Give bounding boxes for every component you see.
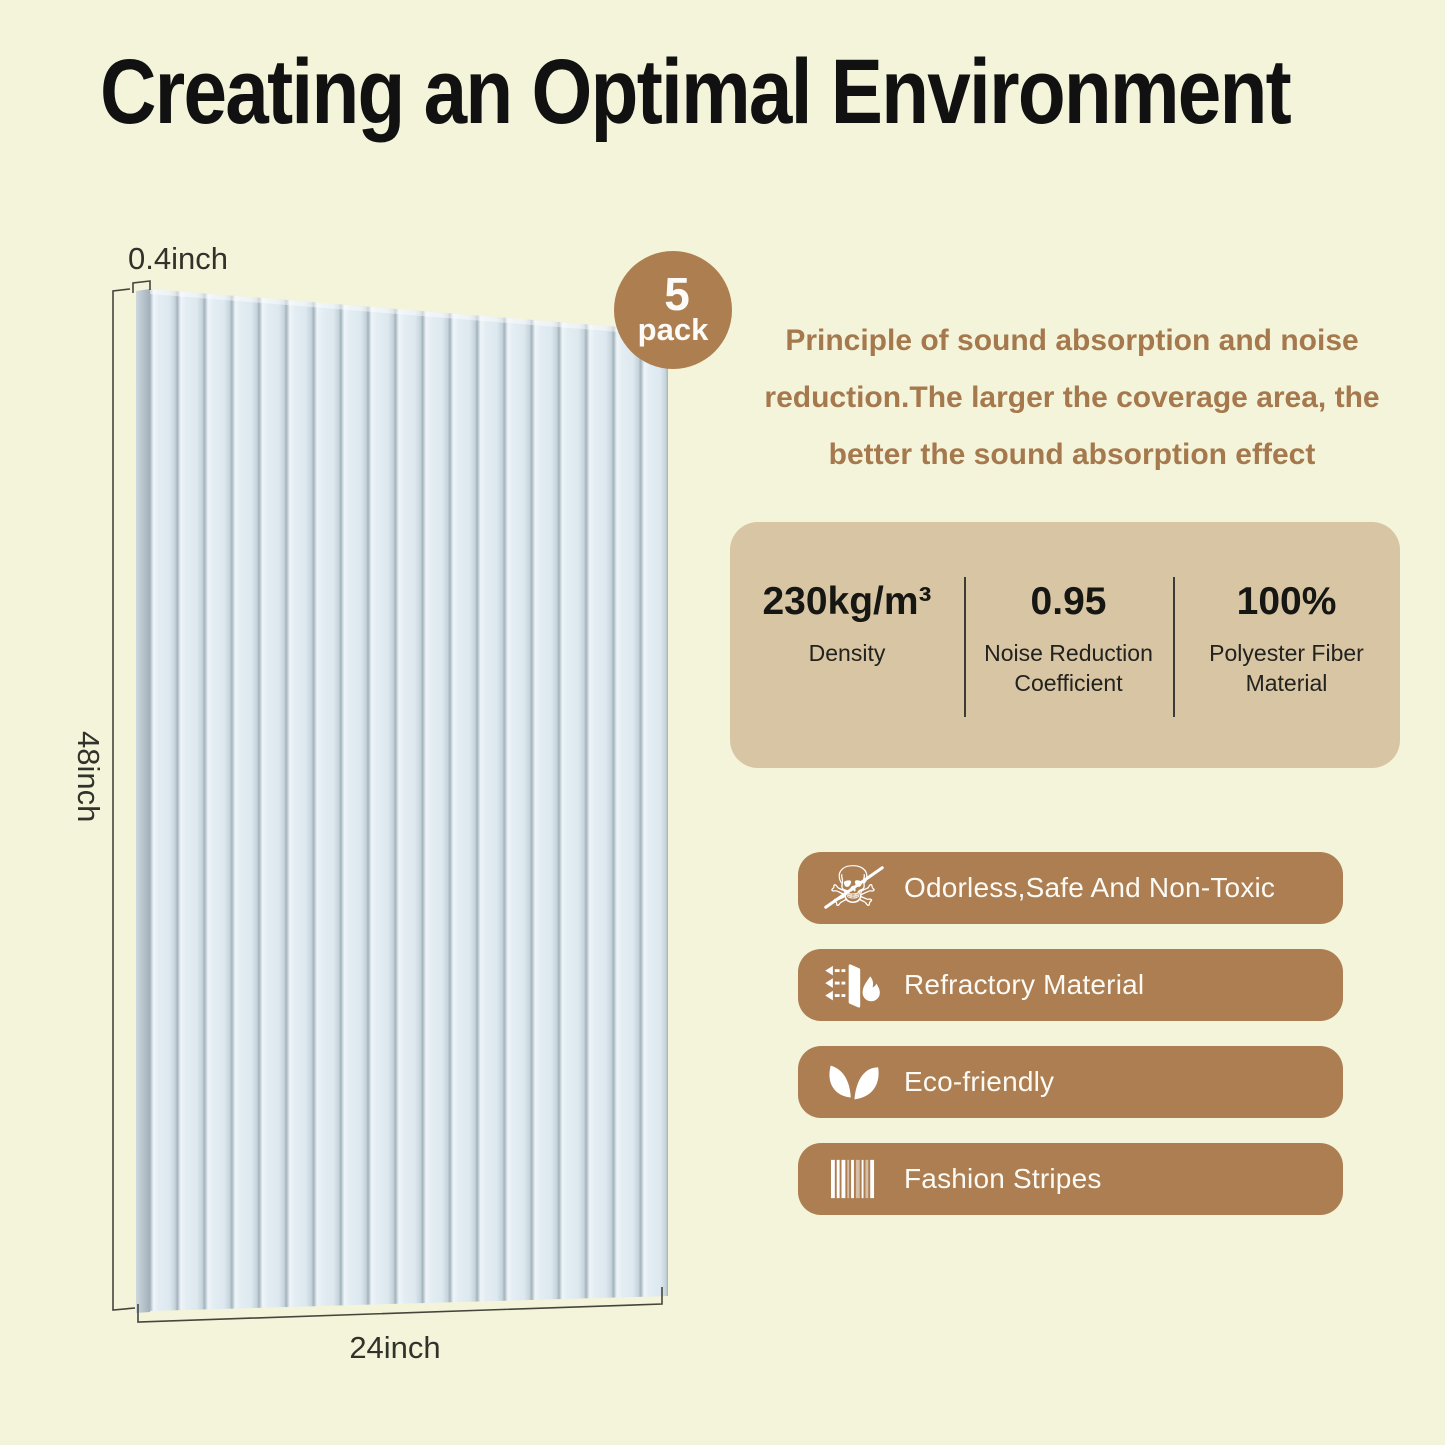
feature-pill-stripes: Fashion Stripes bbox=[798, 1143, 1343, 1215]
stat-label: Noise Reduction Coefficient bbox=[984, 640, 1153, 696]
fire-door-icon bbox=[825, 964, 880, 1008]
feature-label: Odorless,Safe And Non-Toxic bbox=[904, 872, 1276, 903]
stat-material: 100% Polyester Fiber Material bbox=[1173, 522, 1400, 768]
panel-side-face bbox=[136, 289, 150, 1313]
stat-divider bbox=[964, 577, 966, 717]
principle-line-3: better the sound absorption effect bbox=[828, 438, 1316, 471]
acoustic-panel-illustration bbox=[112, 280, 668, 1323]
feature-pill-eco: Eco-friendly bbox=[798, 1046, 1343, 1118]
specs-card: 230kg/m³ Density 0.95 Noise Reduction Co… bbox=[730, 522, 1400, 768]
principle-line-1: Principle of sound absorption and noise bbox=[785, 324, 1359, 357]
stat-divider bbox=[1173, 577, 1175, 717]
principle-text: Principle of sound absorption and noise … bbox=[742, 312, 1402, 483]
thickness-label: 0.4inch bbox=[128, 241, 228, 276]
barcode-stripes-icon bbox=[831, 1159, 875, 1199]
feature-pill-non-toxic: ☠ Odorless,Safe And Non-Toxic bbox=[798, 852, 1343, 924]
stat-label: Polyester Fiber Material bbox=[1209, 640, 1364, 696]
principle-line-2: reduction.The larger the coverage area, … bbox=[764, 381, 1380, 414]
stat-value: 100% bbox=[1236, 580, 1337, 623]
feature-label: Refractory Material bbox=[904, 969, 1145, 1000]
stat-nrc: 0.95 Noise Reduction Coefficient bbox=[964, 522, 1173, 768]
page-title: Creating an Optimal Environment bbox=[100, 41, 1292, 143]
dimension-lines bbox=[112, 280, 663, 1323]
stat-label: Density bbox=[808, 640, 886, 666]
width-label: 24inch bbox=[349, 1330, 441, 1365]
pack-count-badge: 5 pack bbox=[614, 251, 732, 369]
stat-value: 230kg/m³ bbox=[762, 580, 932, 623]
stat-value: 0.95 bbox=[1030, 580, 1107, 623]
pack-unit: pack bbox=[637, 312, 709, 348]
panel-top-edge bbox=[150, 289, 668, 336]
panel-front-face bbox=[150, 289, 668, 1311]
skull-crossbones-icon: ☠ bbox=[816, 853, 890, 923]
stat-density: 230kg/m³ Density bbox=[730, 522, 964, 768]
leaves-icon bbox=[828, 1065, 879, 1100]
feature-label: Eco-friendly bbox=[904, 1066, 1055, 1097]
feature-pill-refractory: Refractory Material bbox=[798, 949, 1343, 1021]
pack-count: 5 bbox=[664, 267, 690, 320]
feature-label: Fashion Stripes bbox=[904, 1163, 1102, 1194]
height-label: 48inch bbox=[71, 731, 106, 823]
